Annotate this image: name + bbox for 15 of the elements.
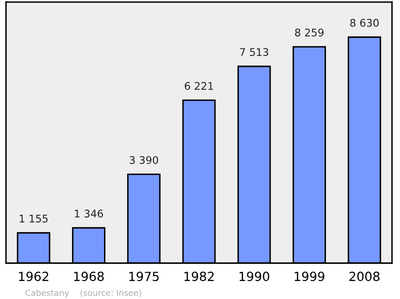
x-tick-label: 1975 [129,272,159,282]
data-label: 1 346 [74,210,103,218]
x-tick-label: 1999 [294,272,324,282]
text: Cabestany (source: Insee) [25,289,142,298]
x-tick-label: 2008 [349,272,380,282]
data-label: 8 630 [350,18,379,27]
data-label: 3 390 [130,156,158,164]
x-tick-label: 1982 [184,272,214,282]
data-label: 7 513 [240,48,268,56]
x-tick-label: 1990 [240,272,270,282]
data-label: 8 259 [295,28,324,36]
data-label: 1 155 [20,214,48,223]
data-label: 6 221 [184,82,213,90]
x-tick-label: 1968 [74,272,104,282]
x-tick-label: 1962 [19,272,48,282]
